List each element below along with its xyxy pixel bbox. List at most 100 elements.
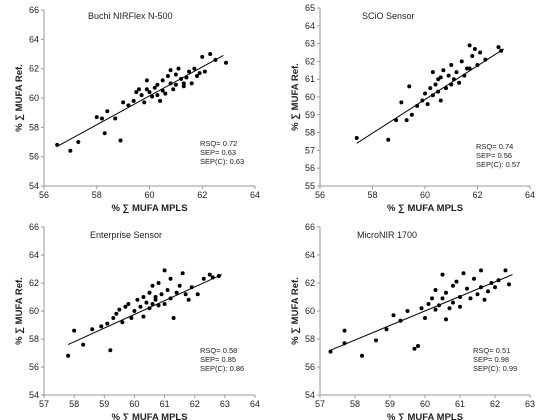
x-tick-label: 58: [367, 190, 377, 200]
stat-label: SEP(C): 0.63: [200, 157, 244, 166]
data-point: [55, 142, 60, 147]
data-point: [150, 302, 155, 306]
data-point: [108, 348, 113, 353]
data-point: [486, 289, 490, 294]
data-point: [451, 283, 455, 288]
chart-title: Enterprise Sensor: [90, 230, 162, 240]
data-point: [68, 148, 73, 153]
data-point: [179, 76, 184, 81]
y-tick-label: 58: [305, 128, 315, 138]
data-point: [180, 271, 185, 276]
data-point: [187, 69, 192, 74]
data-point: [147, 306, 152, 311]
data-point: [426, 302, 431, 306]
data-point: [163, 91, 168, 96]
data-point: [176, 66, 181, 71]
x-tick-label: 56: [315, 190, 325, 200]
data-point: [328, 349, 333, 354]
x-tick-label: 60: [129, 399, 139, 409]
data-point: [425, 102, 430, 107]
x-tick-label: 61: [160, 399, 170, 409]
data-point: [210, 275, 215, 280]
data-point: [139, 93, 144, 98]
data-point: [461, 271, 466, 276]
data-point: [415, 103, 420, 108]
y-tick-label: 59: [305, 110, 315, 120]
x-tick-label: 59: [385, 399, 395, 409]
data-point: [173, 82, 178, 87]
data-point: [479, 285, 483, 290]
y-tick-label: 54: [305, 390, 315, 400]
trendline: [67, 274, 223, 346]
y-tick-label: 62: [29, 64, 39, 74]
y-tick-label: 58: [29, 334, 39, 344]
data-point: [475, 62, 480, 67]
data-point: [472, 46, 477, 51]
data-point: [171, 87, 176, 92]
data-point: [433, 307, 438, 312]
data-point: [155, 93, 160, 98]
data-point: [105, 321, 110, 326]
data-point: [183, 292, 188, 297]
data-point: [430, 70, 435, 75]
x-axis-label: % ∑ MUFA MPLS: [111, 412, 187, 420]
data-point: [156, 303, 161, 308]
data-point: [120, 320, 125, 325]
data-point: [153, 295, 158, 299]
y-tick-label: 61: [305, 74, 315, 84]
data-point: [503, 268, 508, 273]
data-point: [72, 328, 77, 333]
data-point: [407, 84, 412, 89]
data-point: [430, 93, 435, 98]
data-point: [446, 73, 451, 78]
y-tick-label: 66: [305, 222, 315, 232]
x-tick-label: 62: [190, 399, 200, 409]
data-point: [177, 283, 182, 288]
x-tick-label: 57: [39, 399, 49, 409]
data-point: [489, 281, 494, 285]
data-point: [174, 290, 179, 295]
data-point: [440, 272, 445, 277]
data-point: [454, 70, 459, 75]
data-point: [126, 103, 131, 108]
data-point: [168, 68, 173, 73]
data-point: [81, 342, 86, 347]
data-point: [437, 303, 441, 308]
data-point: [441, 68, 446, 73]
data-point: [342, 341, 347, 346]
data-point: [105, 109, 110, 114]
data-point: [507, 282, 511, 287]
x-tick-label: 64: [525, 190, 535, 200]
data-point: [423, 316, 427, 320]
data-point: [433, 82, 438, 87]
x-tick-label: 59: [99, 399, 109, 409]
data-point: [436, 89, 441, 94]
y-tick-label: 66: [29, 5, 39, 15]
y-tick-label: 63: [305, 39, 315, 49]
data-point: [147, 90, 152, 95]
chart-title: SCiO Sensor: [362, 11, 415, 21]
y-tick-label: 54: [29, 181, 39, 191]
chart-title: Buchi NIRFlex N-500: [88, 11, 173, 21]
data-point: [475, 292, 480, 297]
data-point: [114, 311, 119, 316]
data-point: [483, 57, 488, 62]
data-point: [94, 115, 99, 120]
data-point: [482, 297, 487, 302]
data-point: [447, 306, 452, 311]
x-tick-label: 64: [250, 190, 260, 200]
data-point: [444, 86, 448, 91]
data-point: [134, 90, 139, 95]
data-point: [354, 135, 359, 140]
x-tick-label: 56: [39, 190, 49, 200]
data-point: [90, 327, 95, 332]
data-point: [123, 304, 128, 309]
data-point: [192, 66, 197, 71]
data-point: [171, 316, 176, 320]
data-point: [416, 344, 420, 348]
data-point: [141, 295, 146, 299]
y-tick-label: 62: [29, 278, 39, 288]
data-point: [496, 45, 501, 50]
x-tick-label: 62: [490, 399, 500, 409]
